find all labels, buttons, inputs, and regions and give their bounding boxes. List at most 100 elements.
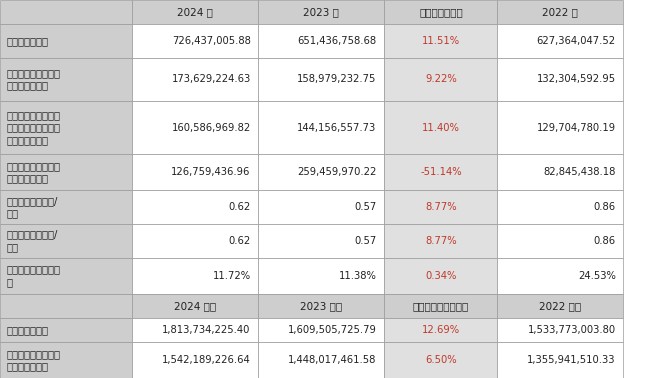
Bar <box>258 58 384 101</box>
Bar <box>132 0 258 24</box>
Text: 144,156,557.73: 144,156,557.73 <box>297 122 377 133</box>
Text: 82,845,438.18: 82,845,438.18 <box>543 167 616 177</box>
Bar <box>384 224 497 258</box>
Bar <box>132 258 258 294</box>
Text: 11.51%: 11.51% <box>422 36 460 46</box>
Text: 本年末比上年末增减: 本年末比上年末增减 <box>413 301 469 311</box>
Bar <box>497 0 623 24</box>
Bar <box>132 101 258 154</box>
Bar <box>384 154 497 190</box>
Text: 158,979,232.75: 158,979,232.75 <box>297 74 377 84</box>
Text: 259,459,970.22: 259,459,970.22 <box>297 167 377 177</box>
Text: 1,448,017,461.58: 1,448,017,461.58 <box>288 355 377 365</box>
Text: 1,609,505,725.79: 1,609,505,725.79 <box>287 325 377 335</box>
Text: 2022 年: 2022 年 <box>543 7 578 17</box>
Text: 2023 年: 2023 年 <box>304 7 339 17</box>
Bar <box>497 342 623 378</box>
Text: 0.86: 0.86 <box>594 202 616 212</box>
Text: 8.77%: 8.77% <box>425 202 457 212</box>
Bar <box>497 258 623 294</box>
Bar <box>132 154 258 190</box>
Bar <box>384 24 497 58</box>
Text: 经营活动产生的现金
流量净额（元）: 经营活动产生的现金 流量净额（元） <box>6 161 61 183</box>
Bar <box>258 101 384 154</box>
Bar <box>258 224 384 258</box>
Bar <box>258 24 384 58</box>
Bar <box>258 258 384 294</box>
Bar <box>0 154 132 190</box>
Bar <box>497 224 623 258</box>
Bar <box>132 294 258 318</box>
Text: 2023 年末: 2023 年末 <box>300 301 342 311</box>
Bar <box>132 318 258 342</box>
Text: 0.62: 0.62 <box>229 236 251 246</box>
Text: 基本每股收益（元/
股）: 基本每股收益（元/ 股） <box>6 196 58 218</box>
Bar <box>132 190 258 224</box>
Text: 11.40%: 11.40% <box>422 122 460 133</box>
Bar <box>0 342 132 378</box>
Text: -51.14%: -51.14% <box>420 167 462 177</box>
Text: 129,704,780.19: 129,704,780.19 <box>537 122 616 133</box>
Bar <box>0 318 132 342</box>
Bar <box>384 190 497 224</box>
Bar <box>258 294 384 318</box>
Text: 9.22%: 9.22% <box>425 74 457 84</box>
Bar <box>0 0 132 24</box>
Text: 12.69%: 12.69% <box>422 325 460 335</box>
Text: 归属于上市公司股东
的净利润（元）: 归属于上市公司股东 的净利润（元） <box>6 68 61 91</box>
Bar <box>132 58 258 101</box>
Text: 11.38%: 11.38% <box>339 271 377 281</box>
Text: 627,364,047.52: 627,364,047.52 <box>537 36 616 46</box>
Text: 160,586,969.82: 160,586,969.82 <box>171 122 251 133</box>
Text: 1,355,941,510.33: 1,355,941,510.33 <box>527 355 616 365</box>
Text: 加权平均净资产收益
率: 加权平均净资产收益 率 <box>6 265 61 287</box>
Text: 1,533,773,003.80: 1,533,773,003.80 <box>528 325 616 335</box>
Bar <box>132 24 258 58</box>
Bar <box>132 224 258 258</box>
Text: 8.77%: 8.77% <box>425 236 457 246</box>
Text: 6.50%: 6.50% <box>425 355 457 365</box>
Bar <box>497 154 623 190</box>
Bar <box>258 154 384 190</box>
Bar <box>384 58 497 101</box>
Bar <box>258 318 384 342</box>
Text: 归属于上市公司股东
的扣除非经常性损益
的净利润（元）: 归属于上市公司股东 的扣除非经常性损益 的净利润（元） <box>6 110 61 145</box>
Text: 0.34%: 0.34% <box>425 271 457 281</box>
Text: 726,437,005.88: 726,437,005.88 <box>172 36 251 46</box>
Bar <box>497 318 623 342</box>
Text: 0.62: 0.62 <box>229 202 251 212</box>
Text: 资产总额（元）: 资产总额（元） <box>6 325 48 335</box>
Bar <box>384 0 497 24</box>
Text: 24.53%: 24.53% <box>578 271 616 281</box>
Bar <box>497 190 623 224</box>
Text: 归属于上市公司股东
的净资产（元）: 归属于上市公司股东 的净资产（元） <box>6 349 61 371</box>
Bar <box>0 58 132 101</box>
Bar <box>0 294 132 318</box>
Text: 126,759,436.96: 126,759,436.96 <box>171 167 251 177</box>
Text: 1,813,734,225.40: 1,813,734,225.40 <box>162 325 251 335</box>
Bar <box>258 190 384 224</box>
Bar <box>0 190 132 224</box>
Bar <box>497 24 623 58</box>
Text: 132,304,592.95: 132,304,592.95 <box>537 74 616 84</box>
Bar <box>384 294 497 318</box>
Text: 本年比上年增减: 本年比上年增减 <box>419 7 463 17</box>
Bar <box>258 0 384 24</box>
Text: 营业收入（元）: 营业收入（元） <box>6 36 48 46</box>
Text: 11.72%: 11.72% <box>213 271 251 281</box>
Bar <box>384 342 497 378</box>
Text: 0.57: 0.57 <box>355 202 377 212</box>
Bar <box>0 258 132 294</box>
Bar <box>384 318 497 342</box>
Bar <box>384 258 497 294</box>
Text: 2024 年: 2024 年 <box>178 7 213 17</box>
Text: 173,629,224.63: 173,629,224.63 <box>171 74 251 84</box>
Text: 1,542,189,226.64: 1,542,189,226.64 <box>162 355 251 365</box>
Text: 稀释每股收益（元/
股）: 稀释每股收益（元/ 股） <box>6 229 58 252</box>
Bar <box>0 224 132 258</box>
Bar <box>258 342 384 378</box>
Text: 0.57: 0.57 <box>355 236 377 246</box>
Bar <box>384 101 497 154</box>
Text: 2024 年末: 2024 年末 <box>174 301 216 311</box>
Bar <box>497 101 623 154</box>
